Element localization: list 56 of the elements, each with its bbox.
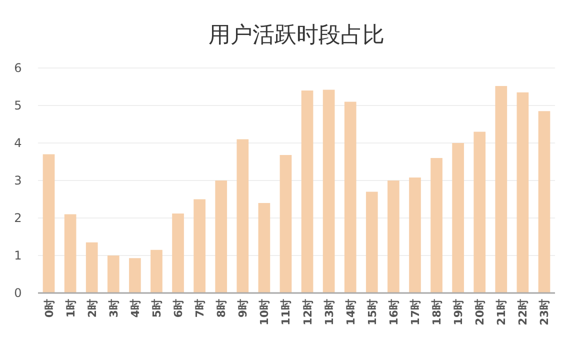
- y-tick-label: 0: [14, 286, 22, 300]
- x-tick-label: 3时: [107, 299, 120, 318]
- x-tick-label: 2时: [86, 299, 99, 318]
- bar: [430, 158, 442, 293]
- x-tick-label: 9时: [236, 299, 250, 318]
- x-tick-label: 13时: [322, 299, 336, 326]
- x-tick-label: 1时: [64, 299, 78, 318]
- bar: [42, 154, 55, 293]
- x-tick-label: 23时: [538, 299, 552, 326]
- y-tick-label: 3: [14, 174, 22, 188]
- y-tick-label: 2: [14, 211, 22, 225]
- x-tick-label: 12时: [301, 299, 314, 326]
- x-tick-label: 17时: [408, 299, 422, 326]
- bar: [150, 250, 162, 293]
- bar: [322, 90, 335, 293]
- bar: [129, 258, 141, 293]
- x-tick-label: 16时: [387, 299, 400, 326]
- x-tick-label: 14时: [344, 299, 358, 326]
- x-tick-label: 10时: [258, 299, 272, 326]
- x-tick-label: 19时: [452, 299, 466, 326]
- bar: [516, 92, 529, 293]
- x-tick-label: 21时: [495, 299, 508, 326]
- y-tick-label: 1: [14, 248, 22, 262]
- bar: [172, 214, 184, 293]
- bar: [495, 86, 508, 293]
- bar: [388, 180, 400, 293]
- x-tick-label: 18时: [430, 299, 444, 326]
- x-tick-label: 11时: [280, 299, 293, 326]
- x-tick-label: 7时: [194, 299, 207, 318]
- x-tick-label: 6时: [172, 299, 186, 318]
- y-tick-label: 5: [14, 98, 22, 112]
- bar: [344, 102, 356, 293]
- bar: [194, 199, 206, 293]
- bar: [474, 132, 486, 293]
- x-tick-label: 0时: [42, 299, 56, 318]
- bar: [107, 256, 120, 293]
- chart-title: 用户活跃时段占比: [208, 23, 384, 48]
- bar: [301, 90, 314, 293]
- x-tick-label: 15时: [366, 299, 379, 326]
- x-tick-label: 8时: [215, 299, 228, 318]
- bar: [409, 178, 421, 293]
- x-tick-label: 22时: [516, 299, 530, 326]
- bar: [538, 111, 550, 293]
- bar: [366, 192, 378, 293]
- x-tick-label: 20时: [474, 299, 487, 326]
- bar: [236, 139, 249, 293]
- y-tick-label: 6: [14, 61, 22, 75]
- bar: [215, 180, 228, 293]
- bar: [86, 242, 98, 293]
- x-tick-label: 5时: [150, 299, 164, 318]
- bar: [64, 214, 76, 293]
- bar: [280, 155, 292, 293]
- bar: [452, 143, 464, 293]
- y-tick-label: 4: [14, 136, 22, 150]
- bar: [258, 203, 270, 293]
- x-tick-label: 4时: [128, 299, 142, 318]
